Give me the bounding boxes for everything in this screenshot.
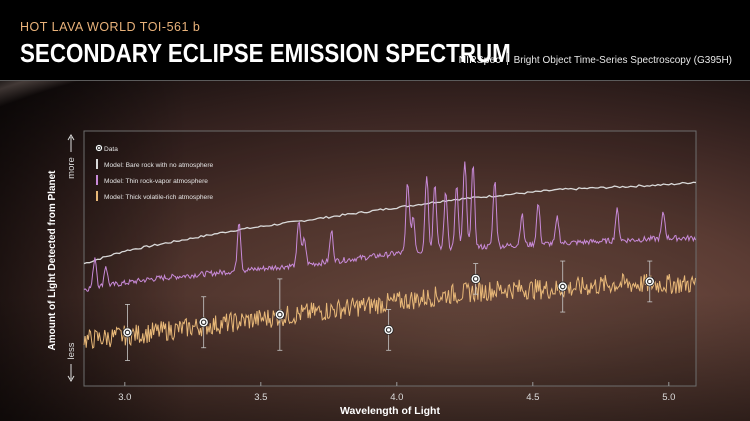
data-point-inner <box>200 319 207 326</box>
data-point-marker <box>470 273 481 284</box>
instrument-caption: NIRSpec Bright Object Time-Series Spectro… <box>459 53 732 66</box>
x-axis-label: Wavelength of Light <box>340 405 440 417</box>
legend-data-marker <box>95 144 103 152</box>
page-title: SECONDARY ECLIPSE EMISSION SPECTRUM <box>20 38 511 68</box>
data-point-inner <box>277 311 283 318</box>
bare-rock-series <box>83 181 697 265</box>
instrument-divider <box>506 53 508 65</box>
legend: Data Model: Bare rock with no atmosphere M… <box>95 144 214 201</box>
data-point-inner <box>472 276 479 282</box>
y-up-arrow-head <box>67 134 75 141</box>
data-point-marker <box>383 324 394 335</box>
thick-atmosphere-model-line <box>83 272 696 349</box>
legend-entry-label: Data <box>104 146 118 153</box>
thin-atmosphere-series <box>83 161 696 292</box>
bare-rock-model-line <box>83 181 697 265</box>
data-point-inner <box>124 329 131 336</box>
plot-frame <box>83 130 697 387</box>
header-bar: HOT LAVA WORLD TOI-561 b SECONDARY ECLIP… <box>0 0 750 80</box>
legend-entry-label: Model: Thick volatile-rich atmosphere <box>104 194 213 201</box>
instrument-mode: Bright Object Time-Series Spectroscopy (… <box>513 55 732 66</box>
x-tick-label: 3.5 <box>254 392 267 403</box>
data-point-inner <box>646 278 653 285</box>
x-tick-label: 5.0 <box>662 392 675 403</box>
data-point-inner <box>559 283 566 290</box>
x-tick-label: 3.0 <box>118 392 131 403</box>
data-point-marker <box>122 327 133 338</box>
x-tick-group: 3.0 3.5 4.0 4.5 5.0 <box>118 382 675 403</box>
legend-entry-label: Model: Thin rock-vapor atmosphere <box>104 178 208 185</box>
data-point-marker <box>557 281 568 292</box>
y-down-arrow-head <box>67 375 75 382</box>
instrument-name: NIRSpec <box>458 54 501 66</box>
x-tick-label: 4.5 <box>526 392 539 403</box>
data-point-marker <box>198 317 209 328</box>
legend-entry-label: Model: Bare rock with no atmosphere <box>104 162 214 169</box>
header-rule <box>0 80 750 81</box>
page-subtitle: HOT LAVA WORLD TOI-561 b <box>20 20 201 34</box>
y-axis-arrows <box>67 134 75 382</box>
data-point-marker <box>274 309 285 320</box>
y-less-label: less <box>66 342 77 359</box>
y-more-label: more <box>66 157 77 179</box>
legend-data-marker-inner <box>97 146 101 150</box>
data-point-inner <box>385 327 392 333</box>
y-axis-label: Amount of Light Detected from Planet <box>47 170 58 351</box>
thick-atmosphere-series <box>83 272 696 349</box>
data-points-group <box>122 260 655 361</box>
thin-atmosphere-model-line <box>83 161 696 292</box>
data-point-marker <box>644 276 655 287</box>
x-tick-label: 4.0 <box>390 392 403 403</box>
